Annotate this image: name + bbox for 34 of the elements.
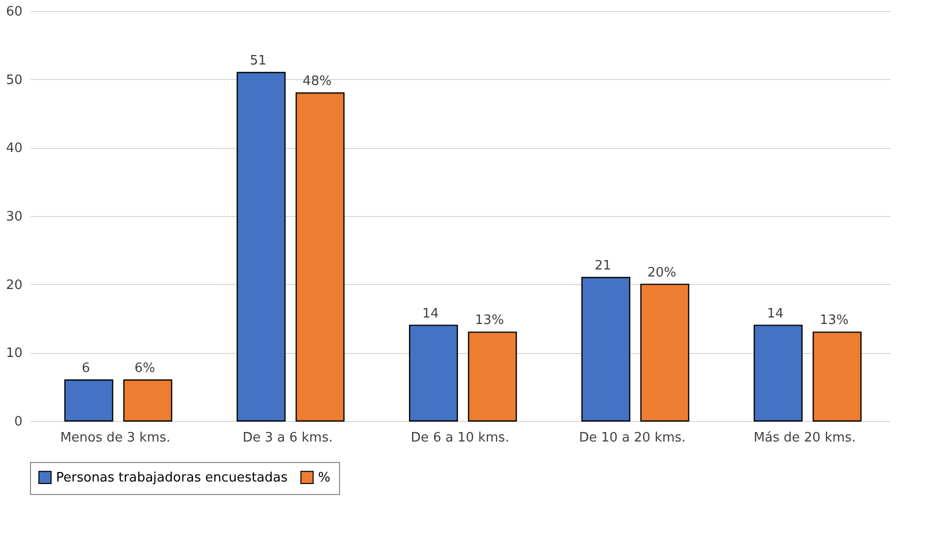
y-tick-label: 20 <box>6 278 22 293</box>
data-label: 21 <box>594 258 612 274</box>
legend-label: Personas trabajadoras encuestadas <box>56 470 288 486</box>
data-label: 13% <box>475 313 504 328</box>
bar <box>296 92 345 422</box>
y-tick-label: 0 <box>14 414 22 430</box>
x-tick-label: Más de 20 kms. <box>754 430 856 446</box>
y-tick-label: 50 <box>6 72 22 88</box>
legend-label: % <box>318 470 330 486</box>
bar <box>123 379 172 422</box>
data-label: 13% <box>820 313 849 328</box>
bar <box>581 276 630 422</box>
bar <box>64 379 114 422</box>
bar <box>236 72 286 422</box>
data-label: 14 <box>422 306 439 322</box>
bar <box>754 324 803 422</box>
x-tick-label: De 6 a 10 kms. <box>410 430 510 446</box>
data-label: 51 <box>250 54 266 68</box>
data-label: 48% <box>302 74 332 89</box>
y-tick-label: 30 <box>6 210 22 224</box>
bar <box>640 284 690 422</box>
data-label: 14 <box>766 306 784 322</box>
bar <box>468 332 517 422</box>
bar <box>408 324 458 422</box>
y-tick-label: 60 <box>6 4 22 20</box>
x-tick-label: De 3 a 6 kms. <box>242 430 333 446</box>
data-label: 6% <box>134 361 156 376</box>
x-tick-label: Menos de 3 kms. <box>60 430 170 446</box>
data-label: 6 <box>82 361 90 376</box>
bar <box>812 332 862 422</box>
data-label: 20% <box>647 265 676 280</box>
x-tick-label: De 10 a 20 kms. <box>579 430 686 446</box>
y-tick-label: 10 <box>6 346 22 362</box>
y-tick-label: 40 <box>6 141 22 156</box>
